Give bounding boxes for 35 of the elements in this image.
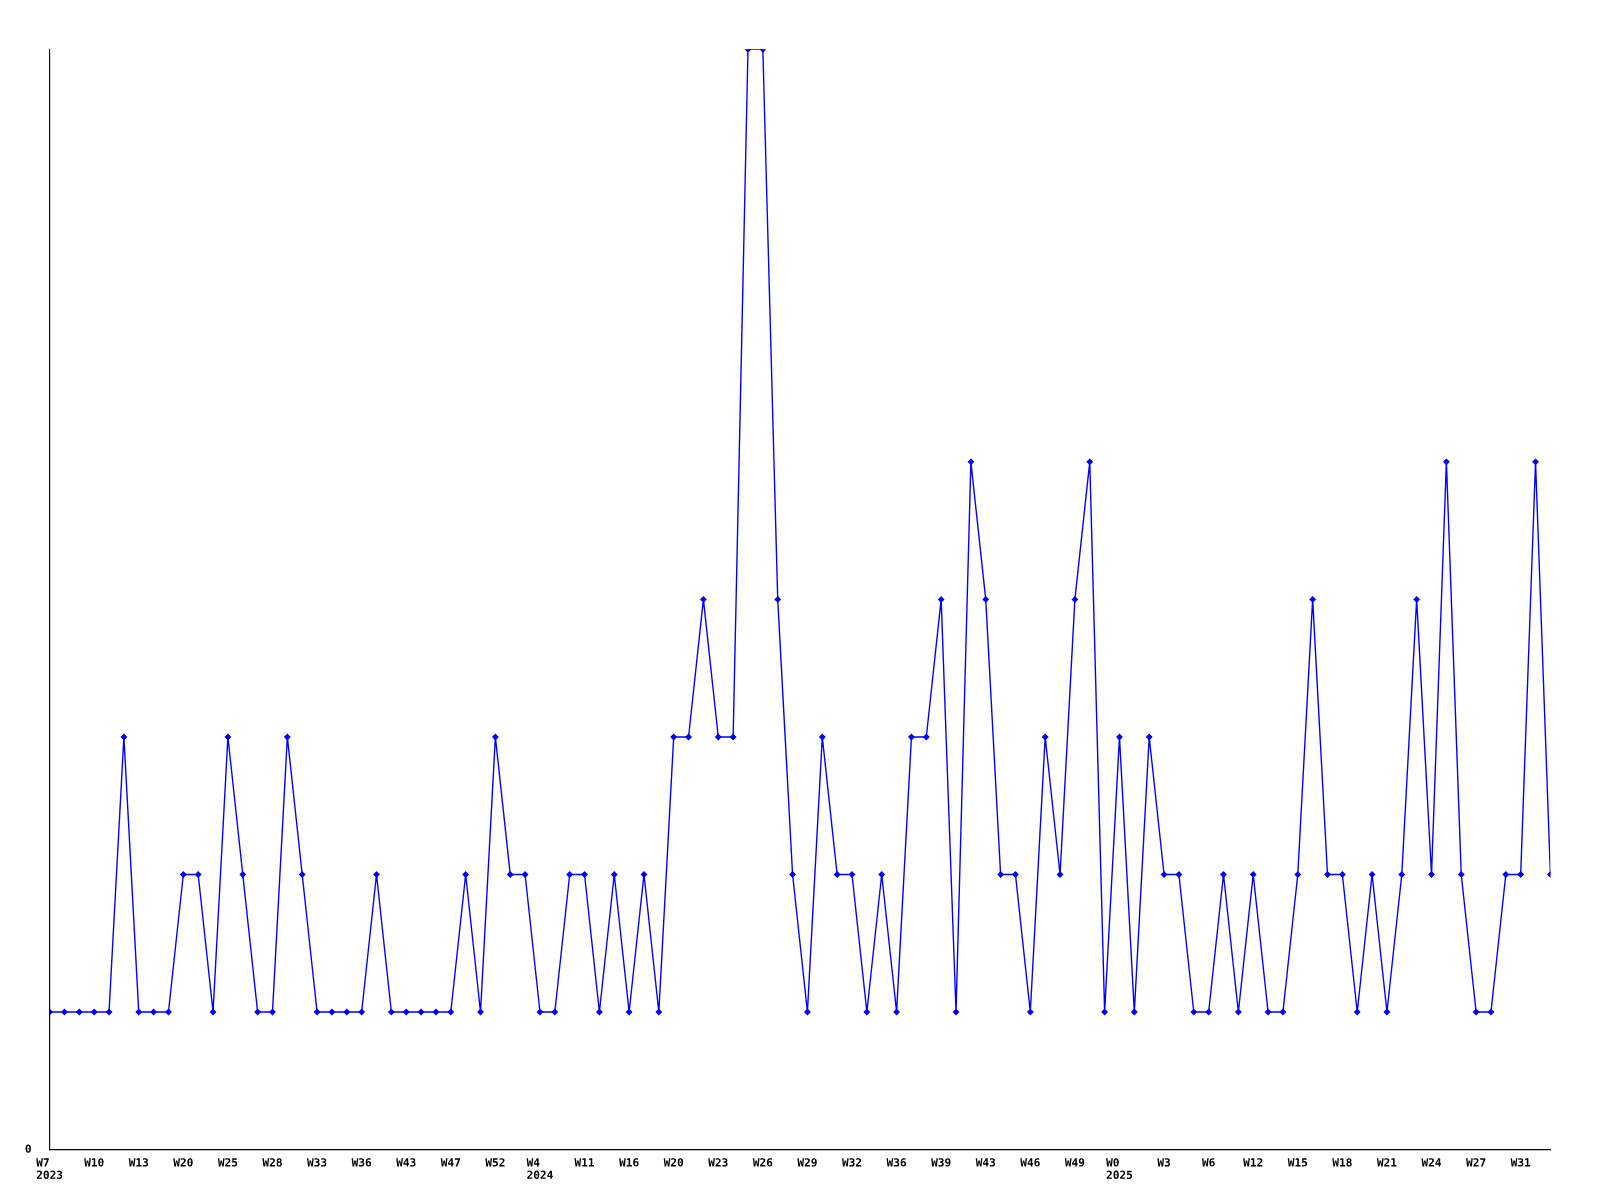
- x-tick-label: W11: [574, 1158, 595, 1167]
- x-tick-label: W33: [307, 1158, 327, 1167]
- x-tick-label: W47: [440, 1158, 460, 1167]
- x-tick-label: W46: [1020, 1158, 1040, 1167]
- x-tick-label: W28: [262, 1158, 282, 1167]
- x-tick-label: W12: [1243, 1158, 1263, 1167]
- x-tick-label: W7 2023: [36, 1158, 63, 1179]
- x-tick-label: W20: [663, 1158, 684, 1167]
- x-tick-label: W26: [752, 1158, 773, 1167]
- x-tick-label: W43: [975, 1158, 996, 1167]
- x-tick-label: W27: [1466, 1158, 1486, 1167]
- x-tick-label: W18: [1332, 1158, 1352, 1167]
- x-tick-label: W16: [619, 1158, 639, 1167]
- x-tick-label: W15: [1287, 1158, 1308, 1167]
- x-tick-label: W10: [84, 1158, 104, 1167]
- x-tick-label: W32: [841, 1158, 862, 1167]
- x-tick-label: W24: [1421, 1158, 1442, 1167]
- x-tick-label: W13: [128, 1158, 149, 1167]
- x-tick-label: W0 2025: [1106, 1158, 1133, 1179]
- x-tick-label: W43: [396, 1158, 416, 1167]
- x-tick-label: W21: [1376, 1158, 1397, 1167]
- x-tick-label: W39: [931, 1158, 951, 1167]
- x-tick-label: W36: [886, 1158, 907, 1167]
- x-tick-label: W3: [1157, 1158, 1171, 1167]
- x-tick-label: W23: [708, 1158, 728, 1167]
- x-tick-label: W25: [217, 1158, 238, 1167]
- text: 0: [25, 1144, 31, 1153]
- x-tick-label: W36: [351, 1158, 372, 1167]
- x-tick-label: W29: [797, 1158, 817, 1167]
- x-tick-label: W6: [1201, 1158, 1215, 1167]
- x-tick-label: W49: [1064, 1158, 1085, 1167]
- x-tick-label: W31: [1510, 1158, 1531, 1167]
- x-tick-label: W52: [485, 1158, 505, 1167]
- x-tick-label: W4 2024: [526, 1158, 553, 1179]
- x-tick-label: W20: [173, 1158, 193, 1167]
